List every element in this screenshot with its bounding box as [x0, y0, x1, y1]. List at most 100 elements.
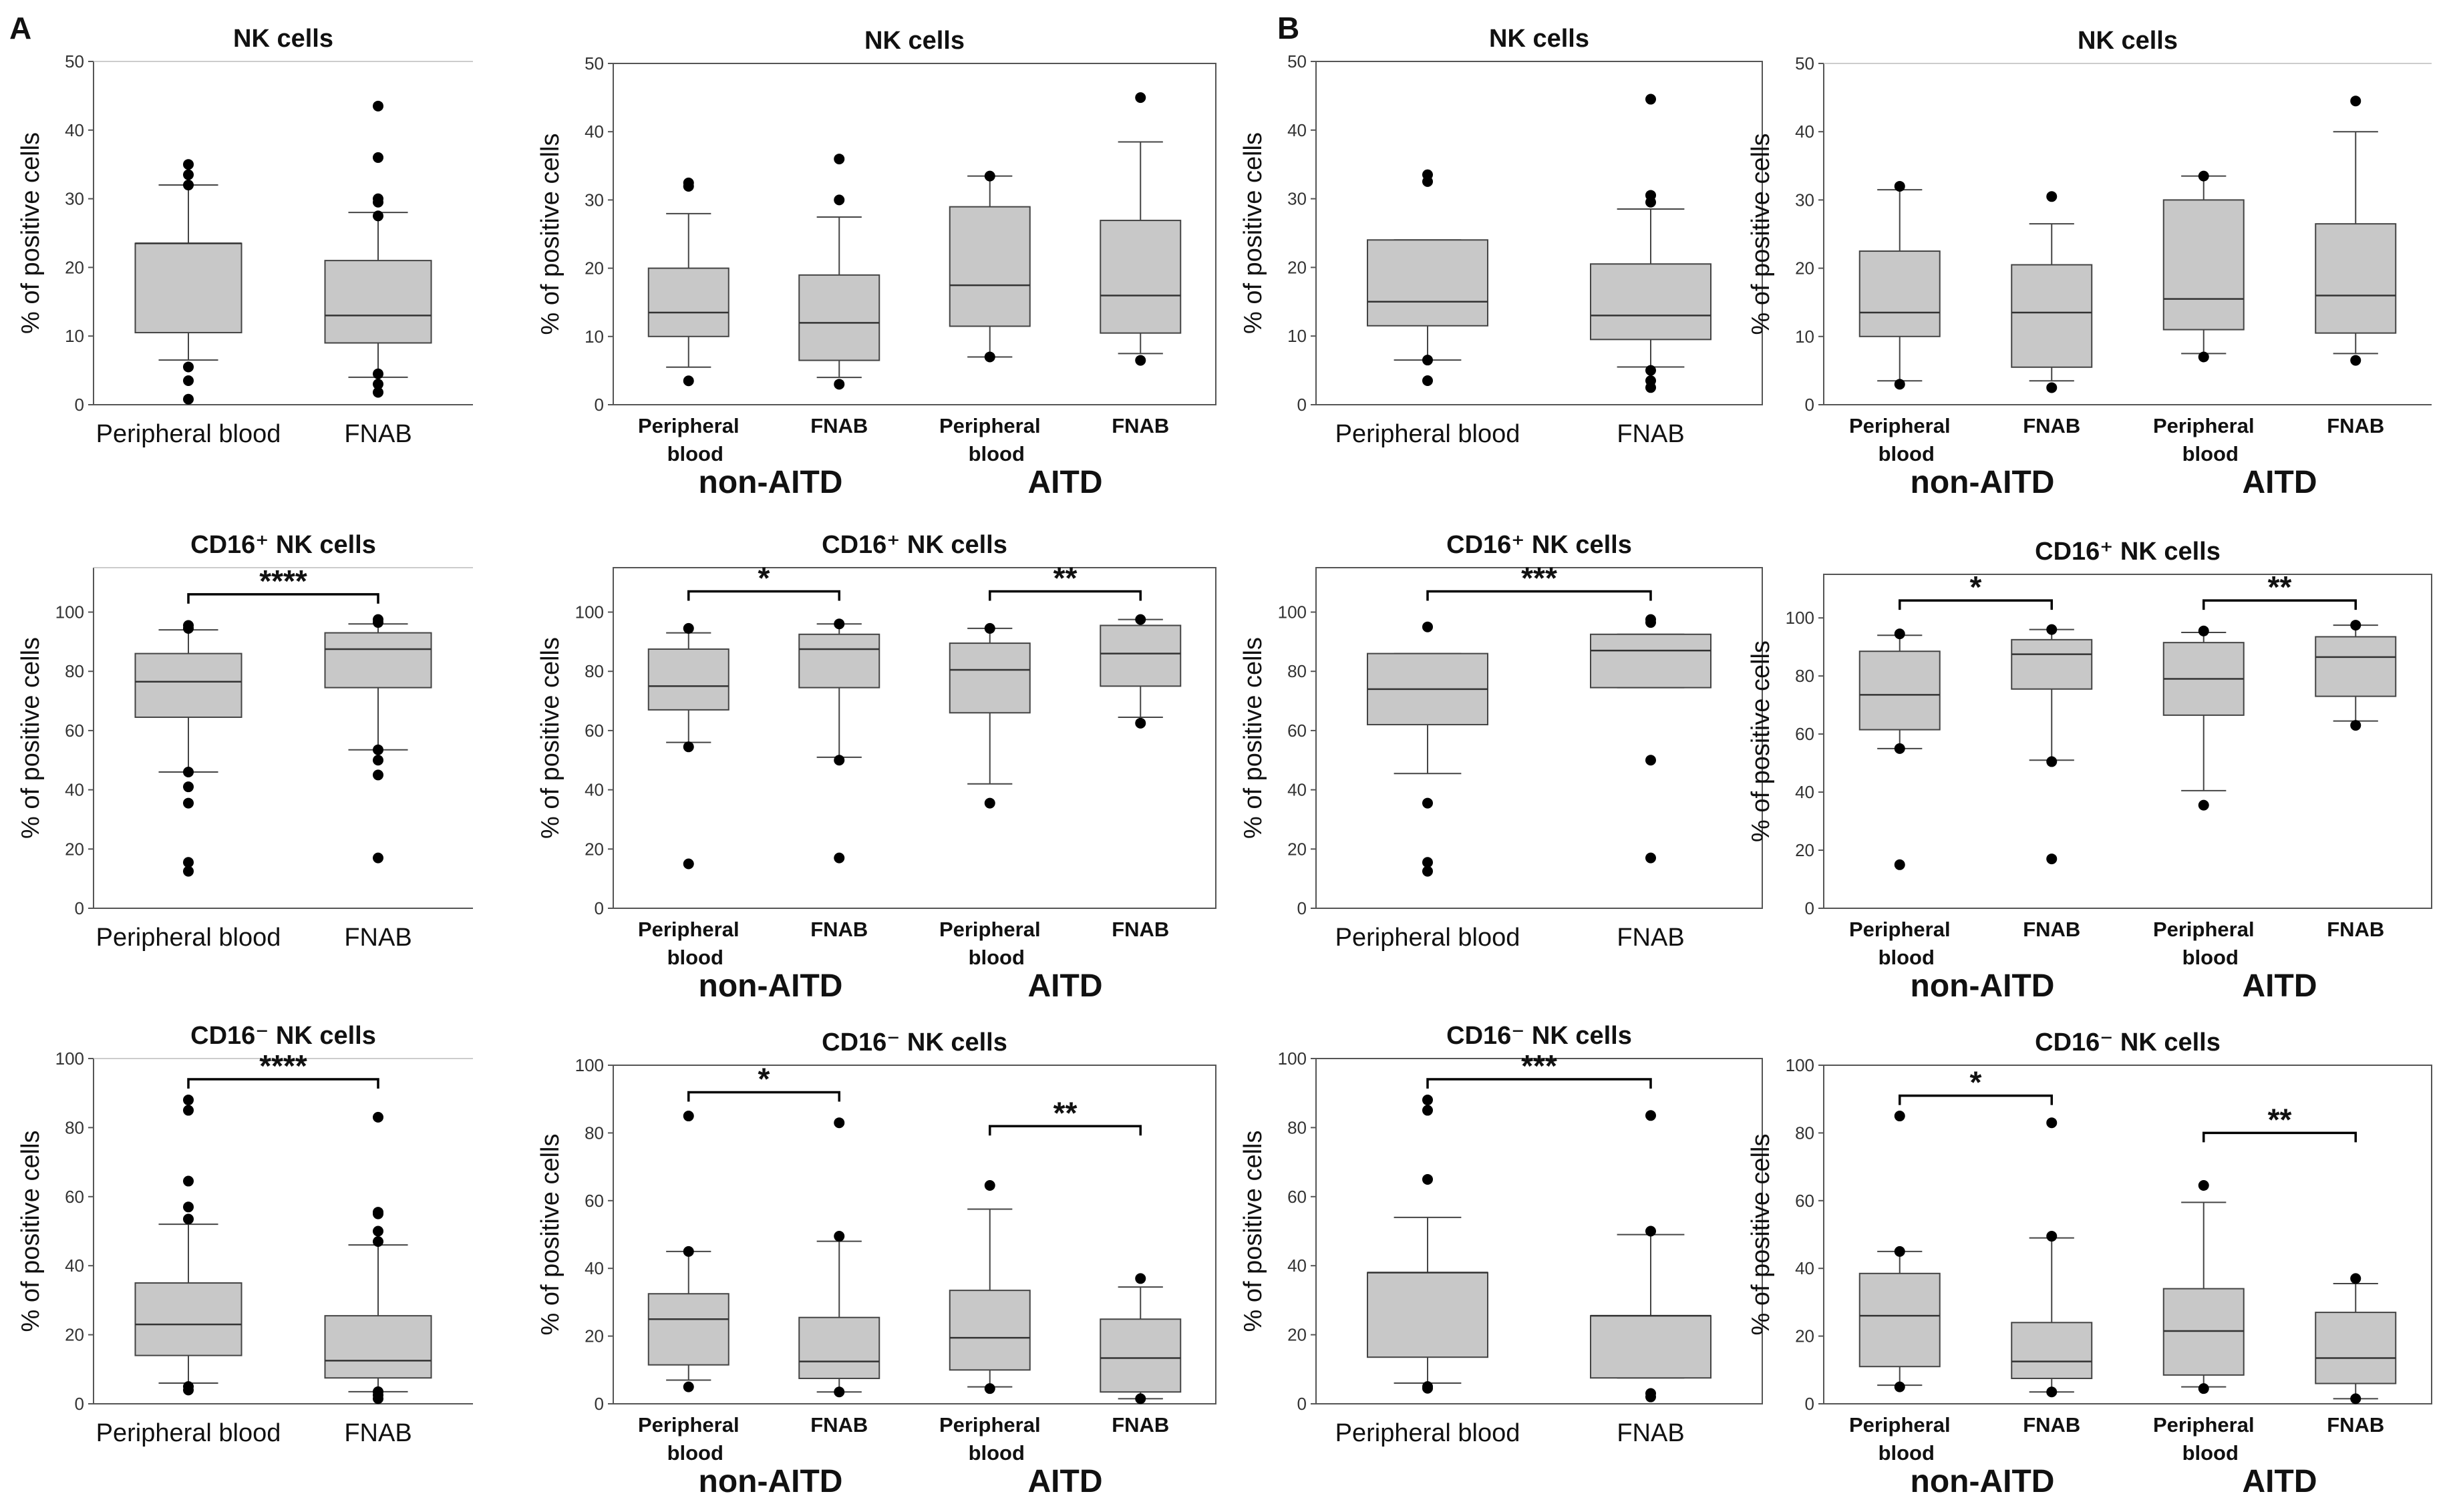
box-iqr — [1100, 220, 1182, 334]
box-2 — [949, 1179, 1031, 1394]
y-tick-label: 20 — [1795, 1326, 1814, 1346]
x-category-label: Peripheral blood — [1335, 1419, 1520, 1447]
box-0 — [1367, 1095, 1488, 1394]
x-category-label: FNAB — [1112, 918, 1169, 941]
y-tick-label: 80 — [65, 1117, 84, 1137]
outlier-point — [1422, 857, 1433, 868]
outlier-point — [834, 618, 845, 630]
significance-bracket: *** — [1426, 1049, 1652, 1089]
box-iqr — [2162, 199, 2245, 331]
x-group-label: AITD — [2243, 465, 2317, 500]
y-tick-label: 100 — [1786, 608, 1814, 628]
chart-A-CD16neg-groups: CD16⁻ NK cells 0 20 40 60 80 100 % of positive … — [536, 1028, 1216, 1499]
outlier-point — [2046, 1231, 2058, 1242]
box-iqr — [1858, 1272, 1941, 1368]
y-tick-label: 100 — [1278, 1049, 1307, 1069]
x-category-label: FNAB — [1112, 414, 1169, 437]
box-1 — [2011, 624, 2093, 865]
outlier-point — [683, 622, 694, 634]
outlier-point — [183, 1095, 194, 1106]
y-tick-label: 20 — [1287, 1325, 1307, 1345]
outlier-point — [1645, 190, 1656, 201]
outlier-point — [1894, 379, 1905, 390]
outlier-point — [373, 379, 383, 390]
significance-bracket: * — [1899, 570, 2053, 610]
box-2 — [2162, 625, 2245, 811]
x-group-label: non-AITD — [699, 968, 843, 1004]
significance-line — [1899, 1094, 2053, 1105]
outlier-point — [984, 622, 995, 634]
x-category-label-line2: blood — [2182, 442, 2239, 465]
y-tick-label: 0 — [1805, 395, 1814, 415]
y-tick-label: 100 — [1278, 602, 1307, 622]
outlier-point — [1645, 1110, 1656, 1121]
y-tick-label: 50 — [1795, 53, 1814, 73]
outlier-point — [834, 755, 845, 766]
x-category-label-line1: Peripheral — [2153, 1413, 2255, 1437]
y-tick-label: 80 — [1287, 661, 1307, 681]
significance-bracket: *** — [1426, 560, 1652, 601]
chart-A-CD16pos-groups: CD16⁺ NK cells 0 20 40 60 80 100 % of positive … — [536, 531, 1216, 1004]
outlier-point — [183, 797, 194, 809]
x-category-label-line1: Peripheral — [638, 1413, 740, 1437]
outlier-point — [373, 1386, 383, 1397]
x-category-label: Peripheral blood — [96, 924, 281, 952]
box-iqr — [798, 1316, 880, 1379]
y-tick-label: 50 — [585, 53, 604, 73]
chart-B-CD16neg-groups: CD16⁻ NK cells 0 20 40 60 80 100 % of positive … — [1747, 1028, 2432, 1499]
box-iqr — [2315, 223, 2397, 334]
chart-A-CD16neg-overall: CD16⁻ NK cells 0 20 40 60 80 100 % of positive … — [17, 1022, 473, 1447]
outlier-point — [2046, 1386, 2058, 1398]
box-iqr — [1590, 1315, 1711, 1379]
y-tick-label: 10 — [1795, 327, 1814, 347]
significance-bracket: * — [687, 560, 840, 601]
significance-line — [687, 590, 840, 601]
significance-line — [1426, 590, 1652, 601]
y-axis-label: % of positive cells — [536, 1133, 564, 1335]
significance-label: *** — [1521, 560, 1557, 595]
plot-frame — [613, 63, 1216, 405]
box-0 — [1367, 169, 1488, 387]
x-group-label: AITD — [1028, 1464, 1103, 1499]
box-iqr — [949, 642, 1031, 714]
x-category-label-line2: blood — [1878, 1441, 1935, 1465]
y-tick-label: 0 — [595, 1394, 604, 1414]
y-tick-label: 100 — [1786, 1055, 1814, 1075]
y-tick-label: 100 — [575, 1055, 604, 1075]
outlier-point — [183, 169, 194, 180]
x-category-label-line2: blood — [2182, 1441, 2239, 1465]
chart-title: NK cells — [2078, 27, 2178, 55]
panel-label-b: B — [1277, 11, 1299, 45]
y-tick-label: 100 — [55, 602, 84, 622]
outlier-point — [2198, 1179, 2209, 1191]
significance-label: * — [758, 560, 770, 595]
outlier-point — [2046, 756, 2058, 767]
box-0 — [1858, 180, 1941, 390]
box-iqr — [2011, 638, 2093, 690]
outlier-point — [984, 1179, 995, 1191]
outlier-point — [1135, 355, 1146, 366]
box-iqr — [1590, 633, 1711, 689]
outlier-point — [373, 368, 383, 379]
x-group-label: AITD — [2243, 968, 2317, 1004]
outlier-point — [373, 769, 383, 781]
outlier-point — [373, 1236, 383, 1248]
outlier-point — [373, 387, 383, 398]
significance-label: * — [758, 1062, 770, 1097]
outlier-point — [1422, 866, 1433, 877]
x-category-label: FNAB — [2023, 414, 2080, 437]
outlier-point — [683, 1246, 694, 1257]
significance-line — [687, 1091, 840, 1102]
chart-title: NK cells — [864, 27, 965, 55]
x-category-label-line2: blood — [1878, 946, 1935, 969]
y-tick-label: 100 — [55, 1049, 84, 1069]
panel-label-a: A — [9, 11, 31, 45]
outlier-point — [2198, 799, 2209, 811]
outlier-point — [2046, 1117, 2058, 1129]
box-iqr — [1858, 250, 1941, 337]
outlier-point — [183, 361, 194, 373]
outlier-point — [373, 852, 383, 864]
y-tick-label: 80 — [585, 661, 604, 681]
outlier-point — [984, 351, 995, 363]
